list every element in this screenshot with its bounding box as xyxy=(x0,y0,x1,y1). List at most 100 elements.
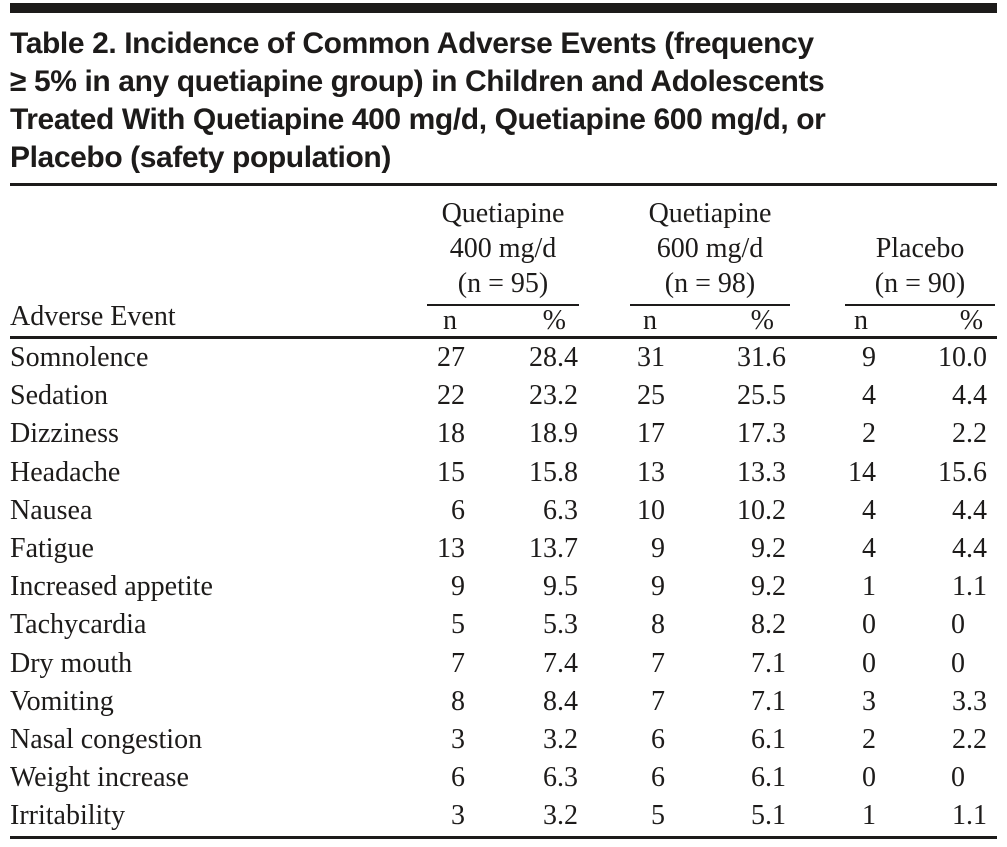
adverse-event-label: Increased appetite xyxy=(10,571,213,603)
cell-pct: 4.4 xyxy=(952,494,988,526)
group-header-line: Quetiapine xyxy=(648,198,772,229)
cell-pct: 31.6 xyxy=(737,342,786,373)
cell-pct: 7.4 xyxy=(543,647,578,679)
cell-n: 0 xyxy=(862,762,876,794)
adverse-event-label: Tachycardia xyxy=(10,609,147,641)
table-row: Increased appetite 9 9.5 9 9.2 1 1.1 xyxy=(10,568,997,606)
cell-pct: 9.2 xyxy=(751,571,786,603)
cell-n: 5 xyxy=(451,609,465,641)
cell-pct: 25.5 xyxy=(737,380,786,412)
top-rule-bar xyxy=(10,3,997,13)
cell-pct: 15.8 xyxy=(529,456,578,488)
cell-pct: 10.2 xyxy=(737,494,786,526)
group-header-line: (n = 90) xyxy=(874,268,966,299)
group-header-placebo: Placebo (n = 90) xyxy=(790,190,997,306)
cell-n: 8 xyxy=(451,685,465,717)
subheader-pct-quetiapine-600: % xyxy=(750,305,774,336)
cell-pct: 6.3 xyxy=(543,494,578,526)
cell-n: 4 xyxy=(862,533,876,565)
cell-pct: 17.3 xyxy=(737,418,786,450)
adverse-event-label: Nasal congestion xyxy=(10,724,203,756)
table-row: Somnolence 27 28.4 31 31.6 9 10.0 xyxy=(10,338,997,378)
cell-n: 2 xyxy=(862,724,876,756)
cell-n: 2 xyxy=(862,418,876,450)
adverse-event-label: Fatigue xyxy=(10,533,94,565)
cell-n: 27 xyxy=(437,342,465,373)
cell-pct: 9.5 xyxy=(543,571,578,603)
adverse-event-label: Weight increase xyxy=(10,762,189,794)
adverse-event-label: Dizziness xyxy=(10,418,119,450)
cell-pct: 1.1 xyxy=(952,800,988,832)
cell-n: 9 xyxy=(651,571,665,603)
cell-n: 9 xyxy=(862,342,876,373)
cell-n: 17 xyxy=(637,418,665,450)
table-row: Fatigue 13 13.7 9 9.2 4 4.4 xyxy=(10,530,997,568)
table-header: Adverse Event Quetiapine 400 mg/d (n = 9… xyxy=(10,190,998,338)
cell-pct: 0 xyxy=(951,762,966,794)
table-row: Nausea 6 6.3 10 10.2 4 4.4 xyxy=(10,492,997,530)
subheader-n-quetiapine-400: n xyxy=(443,305,457,336)
cell-n: 25 xyxy=(637,380,665,412)
cell-n: 13 xyxy=(437,533,465,565)
cell-pct: 4.4 xyxy=(952,380,988,412)
table-body: Somnolence 27 28.4 31 31.6 9 10.0 Sedati… xyxy=(10,338,998,838)
cell-pct: 3.3 xyxy=(952,685,988,717)
subheader-n-quetiapine-600: n xyxy=(643,305,657,336)
group-header-line: 600 mg/d xyxy=(656,233,764,264)
table-row: Weight increase 6 6.3 6 6.1 0 0 xyxy=(10,759,997,797)
cell-n: 6 xyxy=(651,762,665,794)
cell-pct: 8.2 xyxy=(751,609,786,641)
cell-n: 6 xyxy=(451,494,465,526)
cell-n: 4 xyxy=(862,494,876,526)
cell-pct: 18.9 xyxy=(529,418,578,450)
cell-pct: 2.2 xyxy=(952,418,988,450)
cell-n: 15 xyxy=(437,456,465,488)
cell-pct: 6.1 xyxy=(751,724,786,756)
cell-pct: 3.2 xyxy=(543,724,578,756)
adverse-events-table: Adverse Event Quetiapine 400 mg/d (n = 9… xyxy=(10,190,998,839)
cell-pct: 0 xyxy=(951,647,966,679)
cell-n: 0 xyxy=(862,647,876,679)
cell-pct: 8.4 xyxy=(543,685,578,717)
cell-n: 9 xyxy=(451,571,465,603)
cell-pct: 5.1 xyxy=(751,800,786,832)
adverse-event-label: Somnolence xyxy=(10,342,149,373)
adverse-event-label: Sedation xyxy=(10,380,108,412)
cell-pct: 2.2 xyxy=(952,724,988,756)
cell-n: 6 xyxy=(451,762,465,794)
cell-n: 7 xyxy=(651,647,665,679)
group-header-line: (n = 98) xyxy=(664,268,756,299)
cell-pct: 7.1 xyxy=(751,685,786,717)
cell-n: 7 xyxy=(451,647,465,679)
subheader-pct-quetiapine-400: % xyxy=(542,305,566,336)
table-row: Irritability 3 3.2 5 5.1 1 1.1 xyxy=(10,797,997,837)
table-row: Dry mouth 7 7.4 7 7.1 0 0 xyxy=(10,645,997,683)
title-divider-rule xyxy=(10,183,997,186)
cell-pct: 6.3 xyxy=(543,762,578,794)
cell-pct: 23.2 xyxy=(529,380,578,412)
subheader-pct-placebo: % xyxy=(959,305,984,336)
cell-pct: 10.0 xyxy=(938,342,988,373)
cell-pct: 13.7 xyxy=(529,533,578,565)
table-title-line: Placebo (safety population) xyxy=(10,141,391,174)
cell-pct: 0 xyxy=(951,609,966,641)
cell-pct: 6.1 xyxy=(751,762,786,794)
table-row: Vomiting 8 8.4 7 7.1 3 3.3 xyxy=(10,683,997,721)
table-row: Dizziness 18 18.9 17 17.3 2 2.2 xyxy=(10,415,997,453)
cell-pct: 5.3 xyxy=(543,609,578,641)
adverse-event-label: Headache xyxy=(10,456,121,488)
cell-pct: 3.2 xyxy=(543,800,578,832)
group-header-line: Placebo xyxy=(875,233,965,264)
column-header-adverse-event: Adverse Event xyxy=(10,301,176,332)
cell-n: 9 xyxy=(651,533,665,565)
subheader-n-placebo: n xyxy=(854,305,868,336)
table-title-line: ≥ 5% in any quetiapine group) in Childre… xyxy=(10,65,825,98)
table-row: Nasal congestion 3 3.2 6 6.1 2 2.2 xyxy=(10,721,997,759)
cell-n: 22 xyxy=(437,380,465,412)
cell-n: 3 xyxy=(451,724,465,756)
cell-n: 31 xyxy=(637,342,665,373)
cell-n: 6 xyxy=(651,724,665,756)
cell-n: 14 xyxy=(848,456,876,488)
cell-pct: 15.6 xyxy=(938,456,988,488)
cell-pct: 1.1 xyxy=(952,571,988,603)
